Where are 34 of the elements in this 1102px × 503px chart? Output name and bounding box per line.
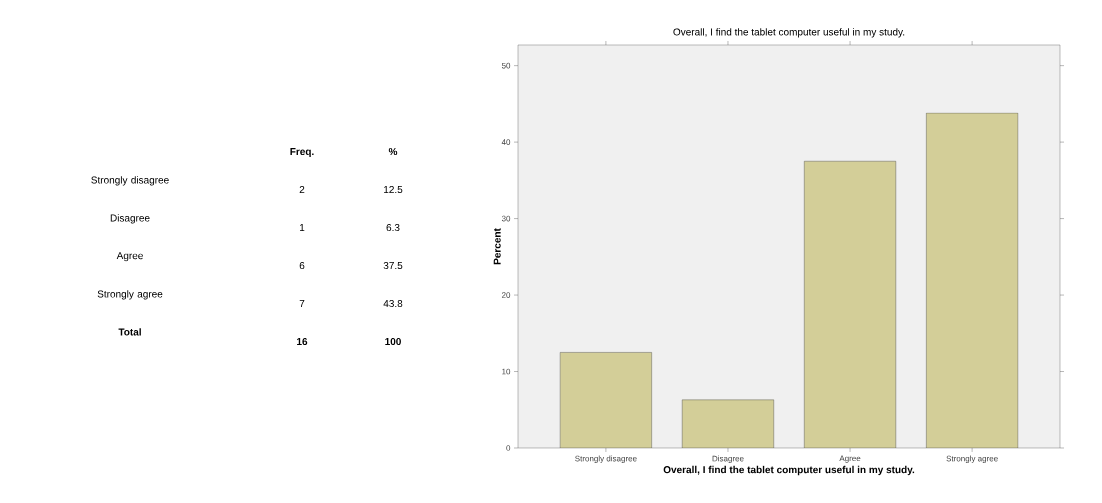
bar (559, 352, 652, 448)
text: Freq. (290, 148, 314, 158)
y-tick-label: 30 (501, 215, 511, 222)
text: Strongly disagree (91, 176, 169, 186)
x-tick-label: Disagree (712, 455, 744, 463)
y-tick-label: 10 (502, 368, 511, 375)
bar (926, 112, 1019, 448)
bar (804, 161, 896, 448)
text: 2 (299, 186, 305, 193)
bar (681, 399, 774, 448)
text: 12.5 (384, 186, 403, 194)
text: Disagree (110, 214, 150, 224)
x-tick-label: Strongly agree (946, 455, 998, 463)
y-tick-label: 50 (501, 62, 511, 69)
text: Strongly agree (97, 290, 163, 300)
x-tick-label: Strongly disagree (575, 455, 637, 463)
y-tick-label: 0 (506, 445, 511, 451)
text: 100 (385, 338, 401, 346)
text: 6.3 (386, 224, 400, 232)
text: % (388, 148, 398, 156)
y-tick-label: 40 (501, 139, 511, 145)
text: 7 (299, 300, 305, 307)
x-tick-label: Agree (839, 455, 861, 463)
y-tick-label: 20 (501, 292, 511, 298)
y-axis-title: Percent (493, 228, 501, 265)
text: 43.8 (383, 300, 403, 308)
x-axis-title: Overall, I find the tablet computer useful in my study. (663, 465, 915, 476)
text: 37.5 (383, 262, 403, 270)
text: Agree (116, 252, 143, 262)
chart-title: Overall, I find the tablet computer useful in my study. (673, 28, 905, 38)
text: 1 (299, 224, 305, 231)
text: Total (118, 328, 141, 336)
text: 16 (297, 338, 308, 346)
text: 6 (299, 262, 305, 270)
